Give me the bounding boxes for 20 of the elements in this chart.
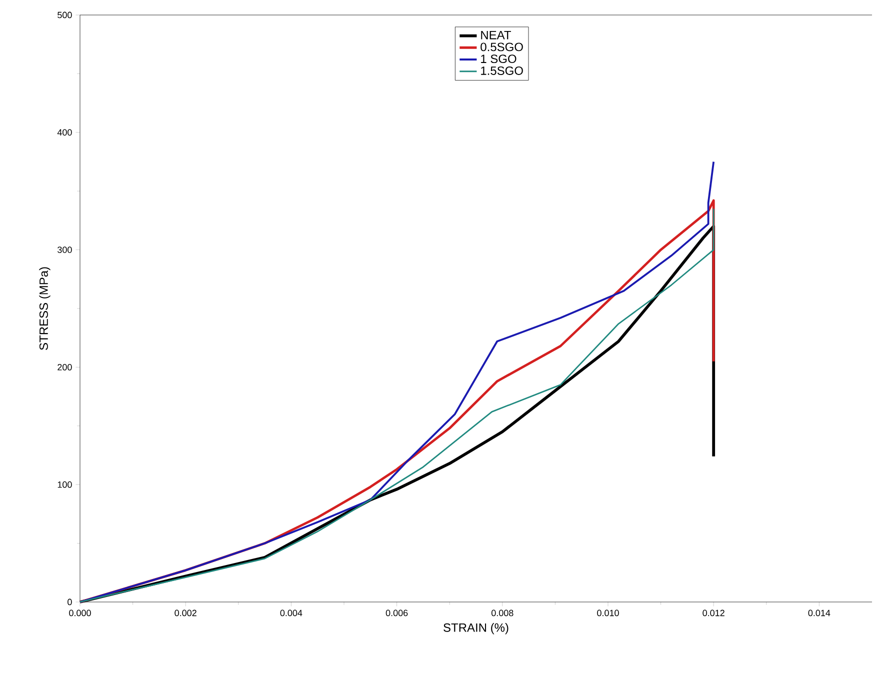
y-tick-label: 100 bbox=[58, 481, 72, 488]
x-tick-label: 0.010 bbox=[597, 610, 619, 616]
x-tick-label: 0.002 bbox=[174, 610, 196, 616]
legend-label: 1.5SGO bbox=[481, 66, 523, 75]
legend-label: 1 SGO bbox=[481, 54, 516, 64]
legend-label: 0.5SGO bbox=[480, 42, 523, 52]
x-tick-label: 0.004 bbox=[280, 610, 302, 616]
y-tick-label: 300 bbox=[58, 246, 72, 253]
x-tick-label: 0.000 bbox=[69, 610, 91, 616]
x-tick-label: 0.012 bbox=[702, 610, 724, 616]
x-tick-label: 0.014 bbox=[808, 610, 830, 616]
y-axis-title: STRESS (MPa) bbox=[39, 267, 50, 350]
x-tick-label: 0.006 bbox=[386, 610, 408, 616]
y-tick-label: 500 bbox=[58, 12, 72, 18]
legend-label: NEAT bbox=[481, 30, 511, 40]
x-axis-title: STRAIN (%) bbox=[444, 623, 508, 634]
x-tick-label: 0.008 bbox=[491, 610, 514, 616]
y-tick-label: 200 bbox=[58, 364, 72, 370]
y-tick-label: 0 bbox=[68, 598, 72, 606]
y-tick-label: 400 bbox=[57, 129, 72, 136]
